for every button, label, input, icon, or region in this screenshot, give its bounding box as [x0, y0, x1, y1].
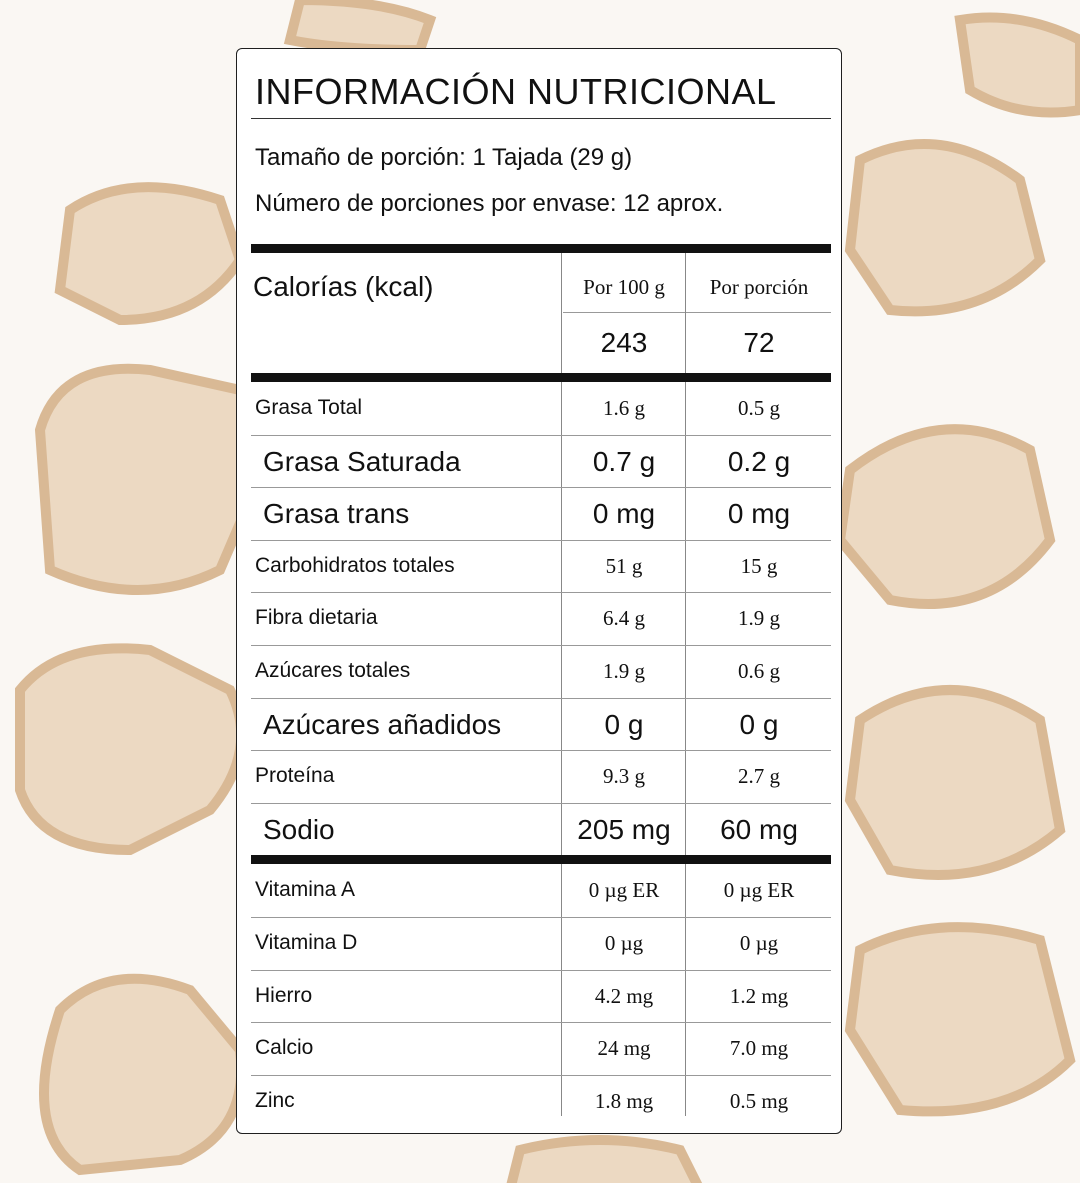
nutrition-facts-label: INFORMACIÓN NUTRICIONAL Tamaño de porció…: [236, 48, 842, 1134]
bread-slice-decoration: [283, 0, 437, 56]
nutrient-per-100g: 0 mg: [592, 498, 656, 530]
micronutrient-per-serving: 0 µg: [739, 931, 779, 955]
thick-divider: [251, 855, 831, 864]
micronutrient-name: Zinc: [255, 1088, 295, 1112]
column-header-per-serving: Por porción: [709, 275, 809, 299]
micronutrient-per-serving: 0 µg ER: [723, 878, 795, 903]
row-divider: [251, 1022, 831, 1023]
thick-divider: [251, 244, 831, 253]
title-divider: [251, 118, 831, 119]
nutrient-name: Grasa Total: [255, 396, 362, 419]
column-divider: [561, 382, 562, 1116]
bread-slice-decoration: [844, 922, 1076, 1117]
bread-slice-decoration: [39, 973, 247, 1176]
column-divider: [685, 382, 686, 1116]
micronutrient-per-serving: 7.0 mg: [729, 1036, 789, 1061]
servings-per-container: Número de porciones por envase: 12 aprox…: [255, 190, 724, 217]
micronutrient-per-serving: 1.2 mg: [729, 983, 789, 1008]
micronutrient-per-serving: 0.5 mg: [729, 1088, 789, 1113]
column-divider: [561, 253, 562, 373]
nutrient-per-100g: 205 mg: [577, 813, 671, 845]
bread-slice-decoration: [834, 424, 1056, 609]
nutrient-name: Sodio: [263, 813, 335, 845]
micronutrient-per-100g: 24 mg: [597, 1036, 651, 1061]
bread-slice-decoration: [34, 363, 268, 595]
bread-slice-decoration: [506, 1135, 703, 1183]
nutrient-name: Azúcares añadidos: [263, 708, 502, 740]
calories-label: Calorías (kcal): [253, 271, 434, 302]
nutrient-name: Grasa trans: [263, 498, 410, 530]
thick-divider: [251, 373, 831, 382]
nutrient-name: Grasa Saturada: [263, 445, 461, 477]
nutrient-name: Carbohidratos totales: [255, 553, 455, 577]
row-divider: [251, 698, 831, 699]
row-divider: [251, 540, 831, 541]
nutrient-per-serving: 2.7 g: [738, 764, 780, 789]
micronutrient-per-100g: 0 µg ER: [588, 878, 660, 903]
row-divider: [251, 435, 831, 436]
row-divider: [251, 970, 831, 971]
nutrient-per-serving: 0.6 g: [738, 659, 780, 683]
row-divider: [251, 592, 831, 593]
nutrient-per-serving: 15 g: [740, 553, 778, 578]
nutrient-per-serving: 1.9 g: [738, 606, 780, 631]
nutrient-per-100g: 0 g: [604, 708, 644, 740]
nutrient-per-100g: 6.4 g: [603, 606, 645, 631]
row-divider: [251, 750, 831, 751]
nutrient-per-serving: 0.2 g: [727, 445, 791, 477]
column-header-per-100g: Por 100 g: [583, 275, 665, 299]
bread-slice-decoration: [15, 643, 247, 856]
nutrient-name: Proteína: [255, 764, 335, 788]
calories-per-100g: 243: [600, 327, 648, 358]
bread-slice-decoration: [844, 139, 1046, 317]
serving-size: Tamaño de porción: 1 Tajada (29 g): [255, 144, 633, 171]
row-divider: [251, 645, 831, 646]
calories-per-serving: 72: [743, 327, 775, 358]
nutrient-per-serving: 0 mg: [727, 498, 791, 530]
row-divider: [251, 487, 831, 488]
bread-slice-decoration: [954, 12, 1080, 118]
nutrient-per-100g: 1.6 g: [603, 396, 645, 420]
row-divider: [251, 803, 831, 804]
nutrient-per-100g: 0.7 g: [592, 445, 656, 477]
bread-slice-decoration: [844, 685, 1066, 880]
micronutrient-name: Vitamina D: [255, 931, 358, 954]
column-divider: [685, 253, 686, 373]
bread-slice-decoration: [54, 182, 246, 326]
label-title: INFORMACIÓN NUTRICIONAL: [255, 71, 777, 112]
nutrient-per-serving: 0 g: [739, 708, 779, 740]
micronutrient-name: Vitamina A: [255, 878, 356, 902]
micronutrient-name: Calcio: [255, 1036, 314, 1060]
nutrient-per-100g: 51 g: [605, 553, 643, 578]
nutrient-per-serving: 60 mg: [720, 813, 798, 845]
nutrient-name: Fibra dietaria: [255, 606, 378, 630]
nutrient-per-serving: 0.5 g: [738, 396, 780, 420]
calories-header-divider: [563, 312, 831, 313]
row-divider: [251, 1075, 831, 1076]
micronutrient-per-100g: 4.2 mg: [594, 983, 654, 1008]
nutrient-per-100g: 1.9 g: [603, 659, 645, 683]
micronutrient-per-100g: 1.8 mg: [594, 1088, 654, 1113]
micronutrient-per-100g: 0 µg: [604, 931, 644, 955]
micronutrient-name: Hierro: [255, 983, 313, 1007]
nutrient-per-100g: 9.3 g: [603, 764, 645, 789]
row-divider: [251, 917, 831, 918]
nutrient-name: Azúcares totales: [255, 659, 411, 682]
